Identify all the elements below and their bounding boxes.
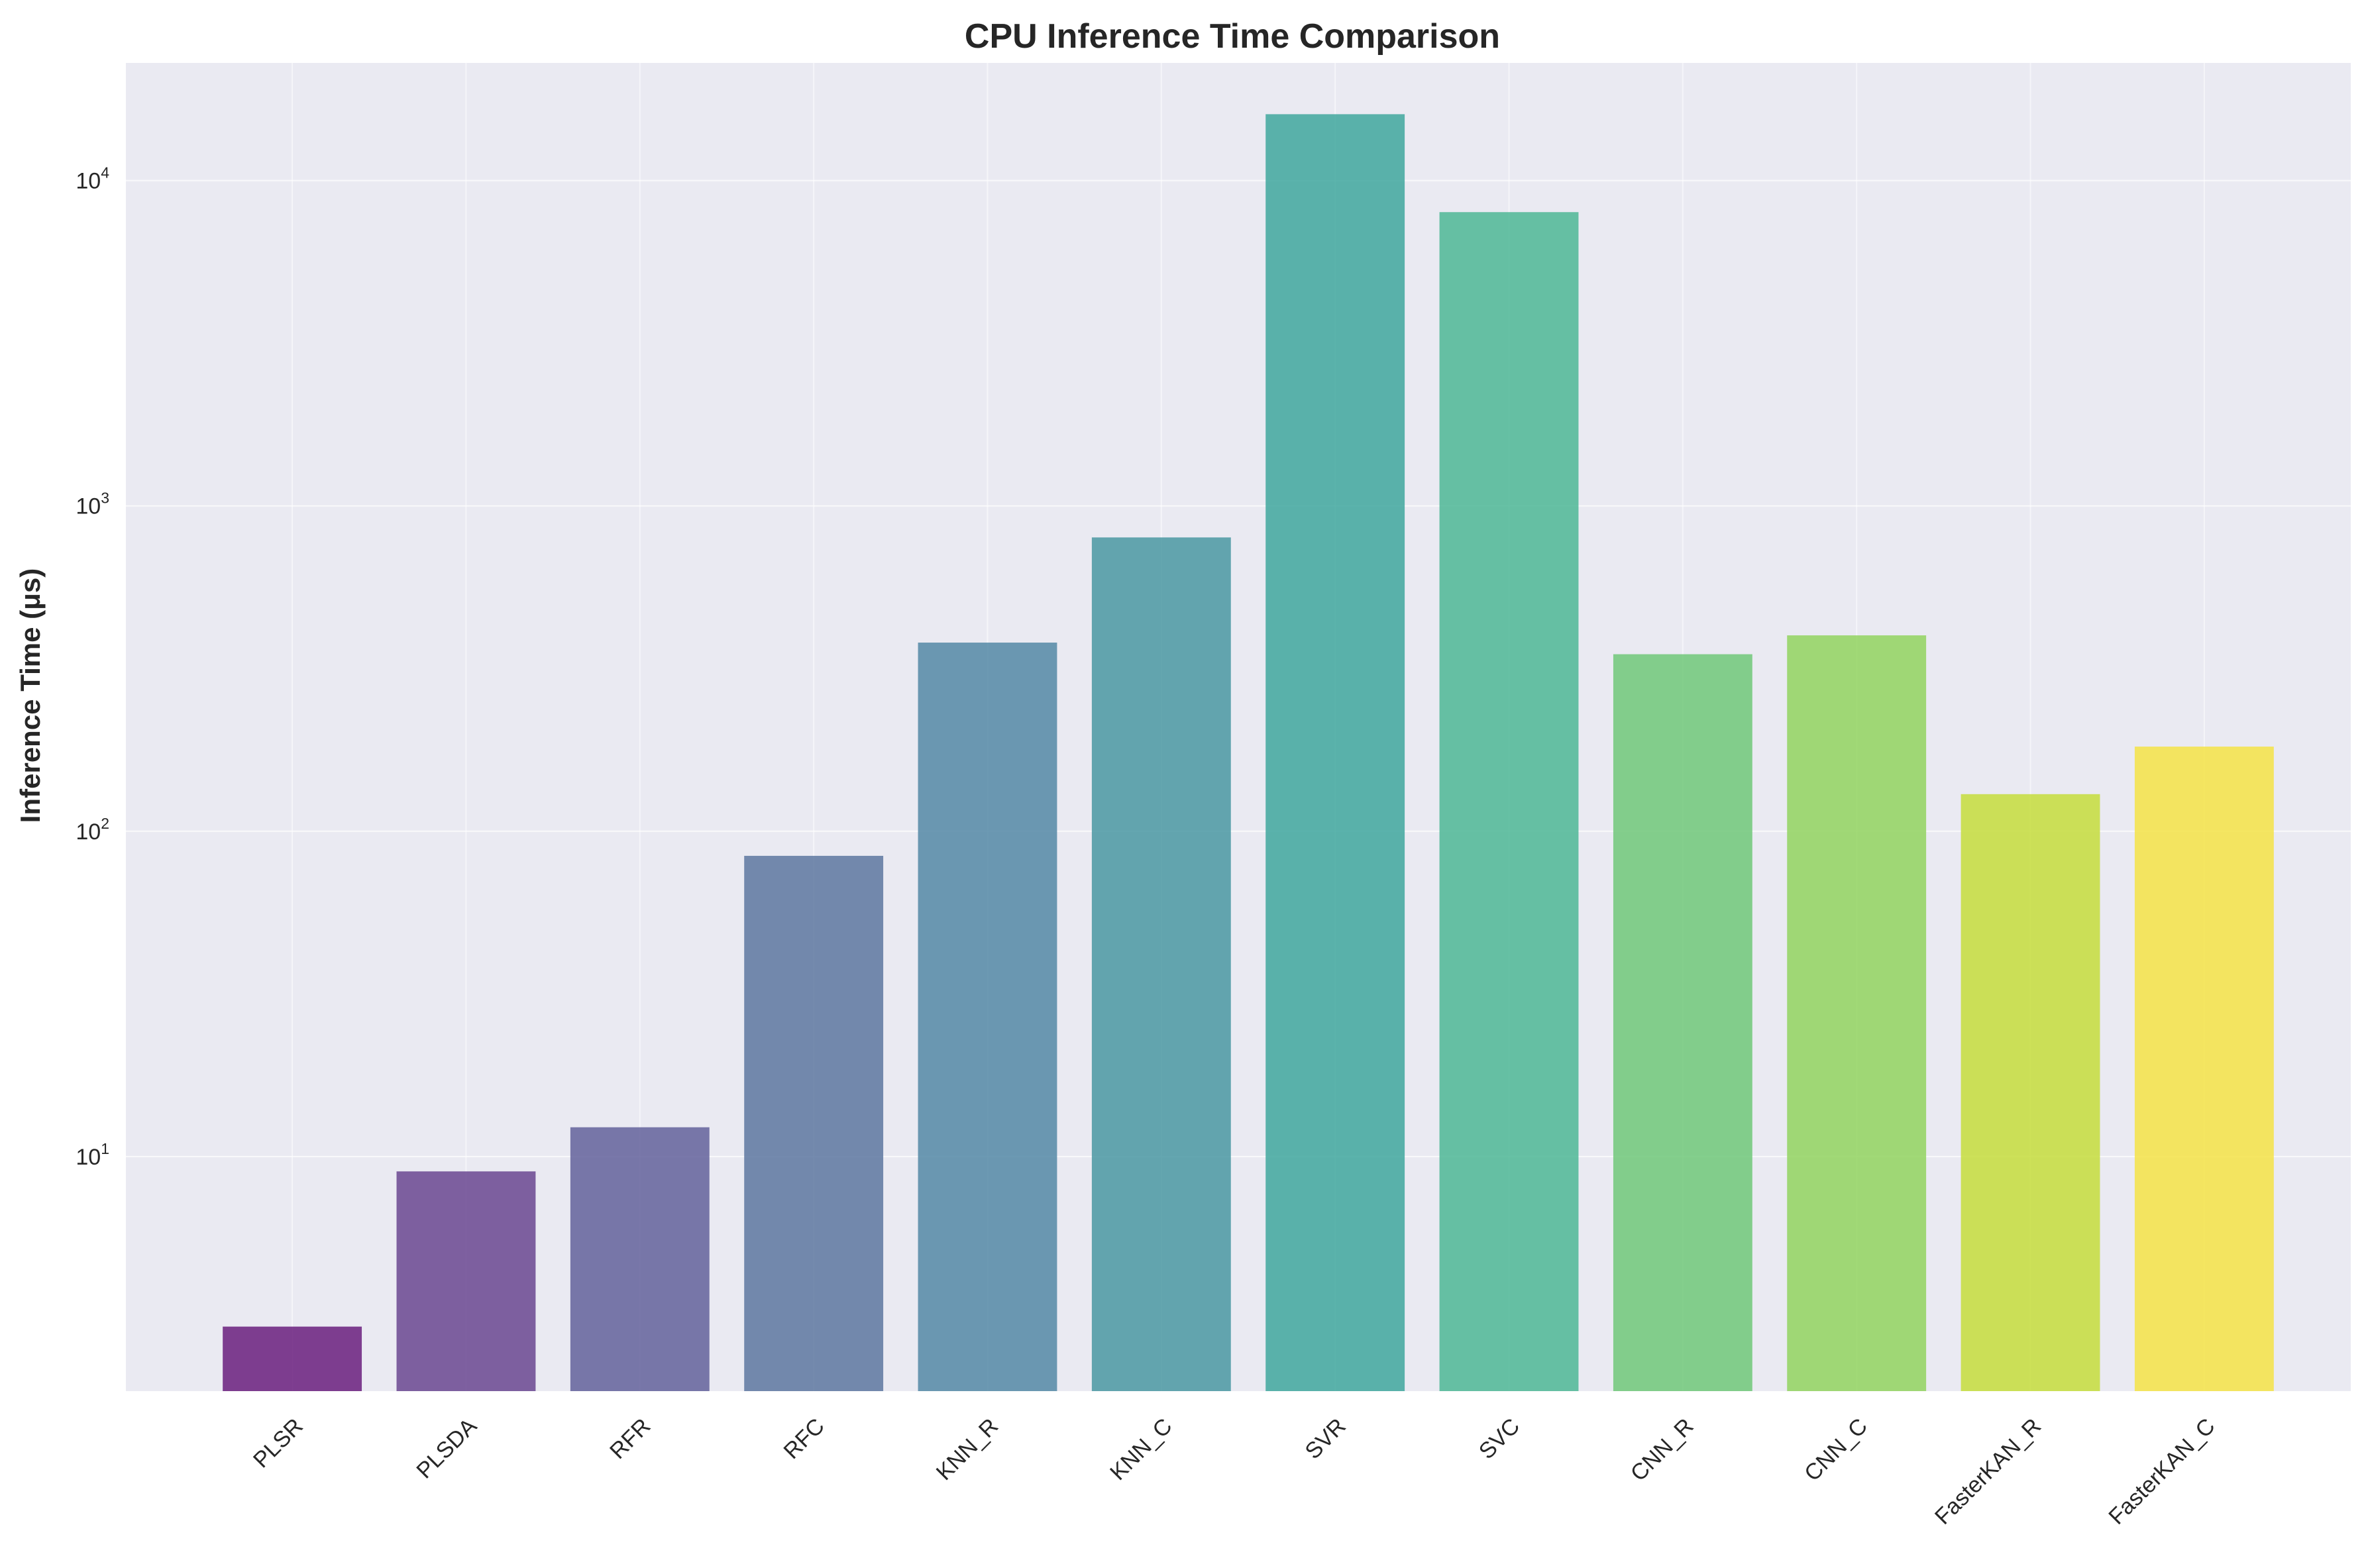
- y-axis-label: Inference Time (μs): [15, 568, 46, 823]
- chart-title: CPU Inference Time Comparison: [965, 17, 1500, 56]
- bar-svc: [1439, 212, 1579, 1391]
- bar-rfc: [744, 855, 884, 1391]
- bar-fasterkan-c: [2134, 747, 2274, 1391]
- bars: [223, 114, 2274, 1392]
- bar-cnn-r: [1613, 654, 1752, 1391]
- bar-knn-r: [918, 643, 1057, 1392]
- bar-svr: [1265, 114, 1405, 1391]
- y-tick-label: 104: [76, 164, 109, 194]
- bar-cnn-c: [1787, 635, 1927, 1391]
- bar-rfr: [570, 1127, 710, 1391]
- y-axis-ticks: 101 102 103 104: [76, 164, 109, 1170]
- y-tick-label: 102: [76, 815, 109, 845]
- bar-knn-c: [1091, 537, 1231, 1391]
- bar-plsr: [223, 1326, 362, 1391]
- y-tick-label: 103: [76, 490, 109, 519]
- bar-plsda: [396, 1171, 536, 1391]
- y-tick-label: 101: [76, 1140, 109, 1170]
- bar-fasterkan-r: [1961, 794, 2100, 1391]
